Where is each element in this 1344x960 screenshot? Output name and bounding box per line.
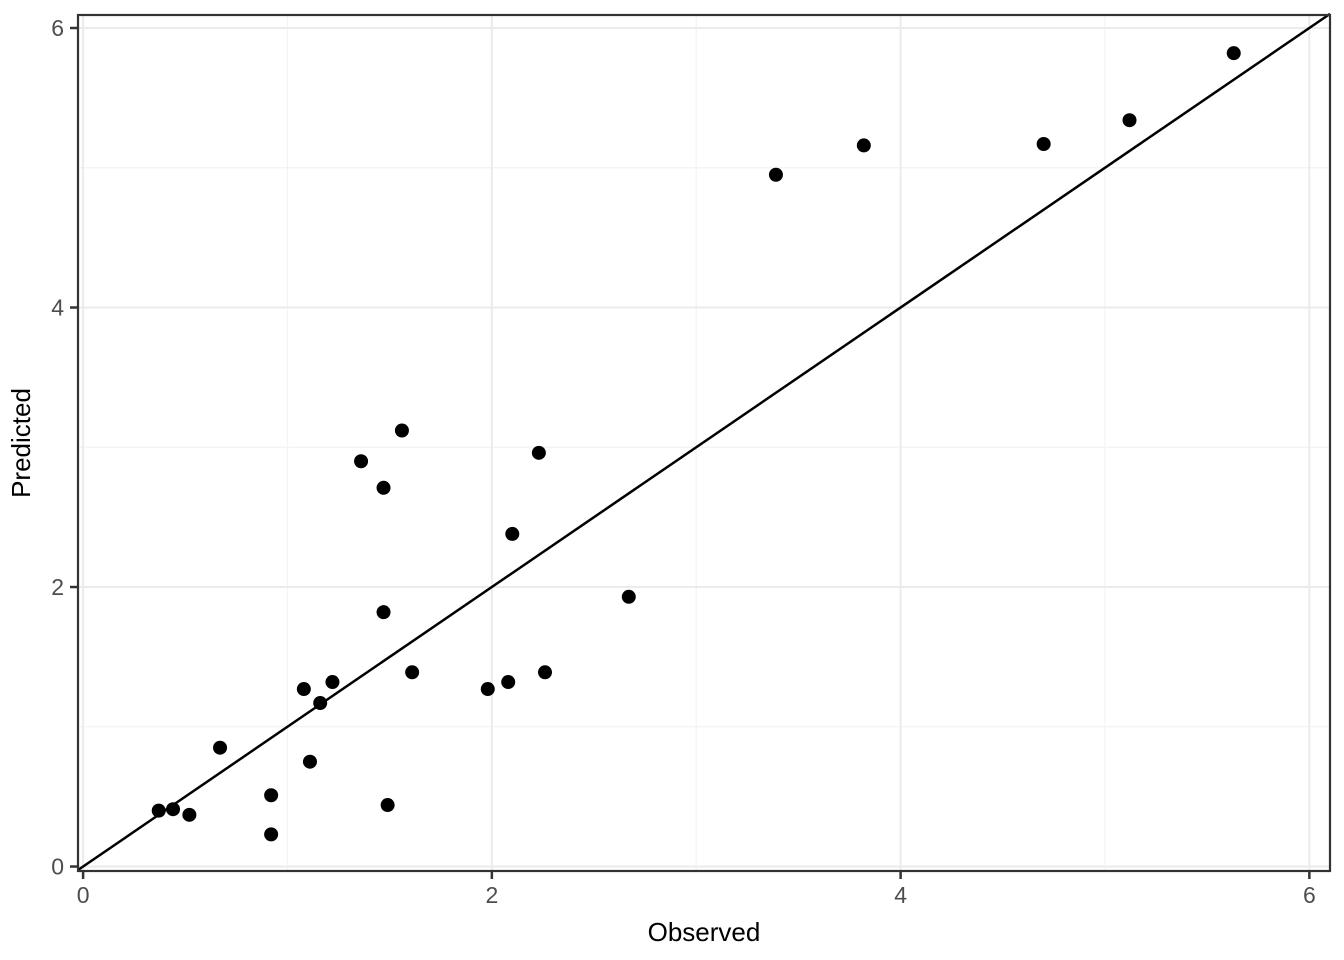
x-axis-tick-label: 0	[77, 882, 90, 908]
x-axis-tick-label: 2	[485, 882, 498, 908]
data-point	[394, 423, 409, 438]
y-axis-title: Predicted	[6, 388, 36, 498]
data-point	[621, 589, 636, 604]
axis-ticks	[70, 26, 1311, 879]
x-axis-title: Observed	[648, 917, 761, 947]
data-point	[182, 807, 197, 822]
data-point	[856, 138, 871, 153]
data-point	[380, 798, 395, 813]
data-point	[313, 696, 328, 711]
data-point	[376, 605, 391, 620]
data-point	[264, 827, 279, 842]
data-point	[166, 802, 181, 817]
panel-border	[76, 13, 1332, 873]
data-point	[302, 754, 317, 769]
y-axis-tick-label: 6	[51, 15, 64, 41]
y-axis-tick-label: 2	[51, 574, 64, 600]
data-point	[296, 682, 311, 697]
data-point	[768, 167, 783, 182]
y-axis-tick-label: 4	[51, 295, 64, 321]
data-point	[376, 480, 391, 495]
data-point	[325, 675, 340, 690]
identity-line	[77, 12, 1331, 872]
data-point	[1226, 46, 1241, 61]
data-point	[405, 665, 420, 680]
data-point	[480, 682, 495, 697]
data-point	[213, 740, 228, 755]
data-point	[151, 803, 166, 818]
data-point	[537, 665, 552, 680]
x-axis-tick-label: 6	[1303, 882, 1316, 908]
data-points	[151, 46, 1241, 842]
gridlines-major	[78, 15, 1330, 871]
data-point	[1122, 113, 1137, 128]
y-axis-tick-label: 0	[51, 854, 64, 880]
data-point	[354, 454, 369, 469]
x-axis-tick-label: 4	[894, 882, 907, 908]
data-point	[1036, 136, 1051, 151]
data-point	[531, 445, 546, 460]
axis-tick-labels: 0 2 4 6 0 2 4 6	[51, 15, 1316, 908]
data-point	[264, 788, 279, 803]
data-point	[501, 675, 516, 690]
data-point	[505, 526, 520, 541]
